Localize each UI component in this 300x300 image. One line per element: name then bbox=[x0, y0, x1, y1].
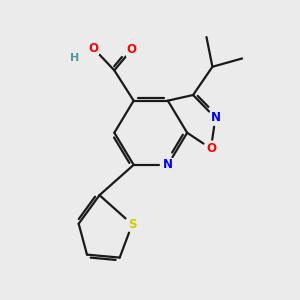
Text: S: S bbox=[128, 218, 136, 231]
Text: O: O bbox=[127, 43, 136, 56]
Text: N: N bbox=[163, 158, 173, 171]
Text: H: H bbox=[70, 53, 79, 63]
Text: O: O bbox=[88, 42, 98, 55]
Text: O: O bbox=[206, 142, 216, 155]
Text: N: N bbox=[210, 111, 220, 124]
